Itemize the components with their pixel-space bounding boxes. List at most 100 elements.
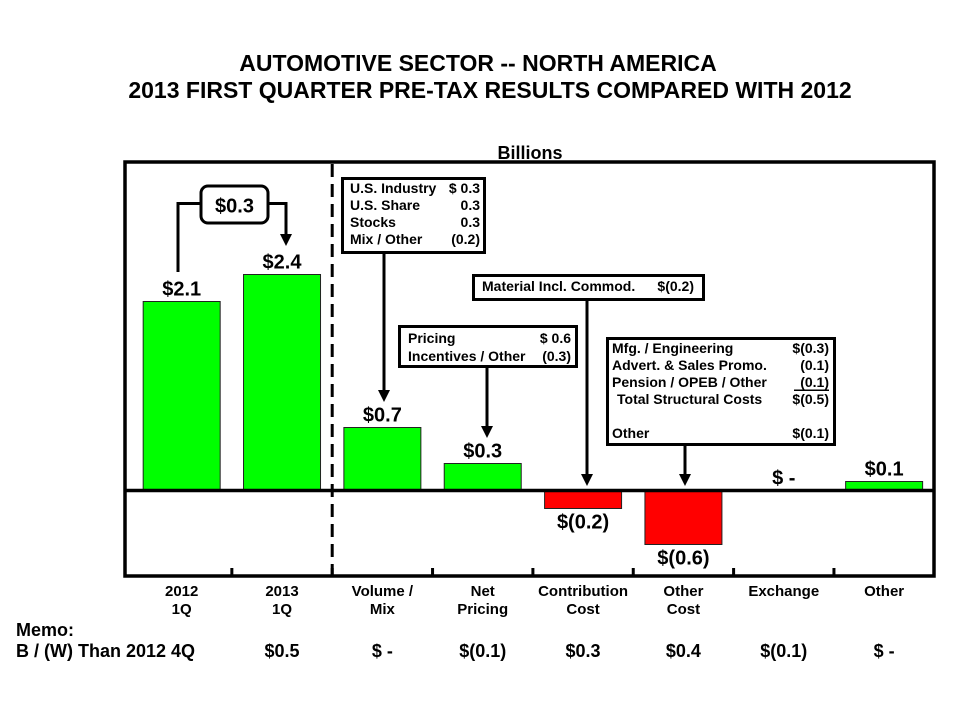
value-label: $0.7 — [363, 405, 402, 427]
callout-row-value: 0.3 — [460, 214, 480, 230]
callout-spacer — [612, 408, 829, 425]
callout-row: U.S. Share 0.3 — [350, 197, 480, 214]
callout-total-row: Total Structural Costs $(0.5) — [612, 391, 829, 408]
x-tick-label: Other Cost — [663, 583, 703, 619]
callout-row: Stocks 0.3 — [350, 214, 480, 231]
callout-row-label: Material Incl. Commod. — [482, 278, 636, 294]
x-tick-label-line: 2013 — [265, 583, 299, 600]
bar — [343, 427, 422, 491]
chart-title-line-2: 2013 FIRST QUARTER PRE-TAX RESULTS COMPA… — [128, 77, 852, 103]
callout-row-label: Total Structural Costs — [617, 391, 763, 407]
memo-value: $0.5 — [264, 641, 300, 661]
x-tick-label-line: 1Q — [171, 601, 192, 618]
callout-row-value: $ 0.6 — [539, 330, 571, 346]
x-tick-label-line: 2012 — [164, 583, 199, 600]
value-label: $2.1 — [162, 279, 201, 301]
memo-value: $ - — [873, 641, 895, 661]
memo-value: $ - — [371, 641, 393, 661]
memo-value: $(0.1) — [459, 641, 507, 661]
memo-value: $0.3 — [565, 641, 601, 661]
callout-row: Advert. & Sales Promo. (0.1) — [612, 357, 829, 374]
callout-row-value: (0.2) — [451, 231, 480, 247]
callout-row-value: $(0.2) — [657, 278, 694, 294]
x-tick-label: Net Pricing — [457, 583, 508, 619]
callout-row: Pension / OPEB / Other (0.1) — [612, 374, 829, 391]
bar — [644, 490, 723, 545]
memo-row-label: B / (W) Than 2012 4Q — [16, 641, 196, 661]
memo-value: $0.4 — [665, 641, 701, 661]
x-tick-label-line: Exchange — [748, 583, 820, 600]
x-tick-label: Contribution Cost — [538, 583, 628, 619]
callout-row-label: Mix / Other — [350, 231, 423, 247]
callout-row-value: $(0.1) — [792, 425, 829, 441]
bar — [443, 463, 522, 491]
bars — [142, 274, 924, 545]
value-label: $ - — [772, 468, 795, 490]
value-labels: $2.1 $2.4 $0.7 $0.3 $(0.2) $(0.6) $ - $0.1 — [162, 252, 903, 570]
callout-row-label: U.S. Industry — [350, 180, 437, 196]
x-tick-label-line: Cost — [666, 601, 701, 618]
callout-row-label: Pension / OPEB / Other — [612, 374, 767, 390]
callout-row: U.S. Industry $ 0.3 — [350, 180, 480, 197]
callout-row: Other $(0.1) — [612, 425, 829, 442]
units-label: Billions — [497, 143, 563, 163]
callout-row-label: Advert. & Sales Promo. — [612, 357, 767, 373]
bridge-connector-right — [268, 202, 288, 236]
x-tick-label: Other — [864, 583, 904, 601]
x-tick-label-line: Pricing — [457, 601, 509, 618]
callout-row: Material Incl. Commod. $(0.2) — [482, 277, 694, 296]
value-label: $(0.2) — [557, 512, 609, 534]
bridge-box — [199, 184, 270, 225]
volume-mix-callout: U.S. Industry $ 0.3 U.S. Share 0.3 Stock… — [341, 177, 486, 254]
value-label: $2.4 — [263, 252, 303, 274]
callout-row-value: $ 0.3 — [448, 180, 480, 196]
value-label: $0.3 — [463, 441, 502, 463]
x-tick-label-line: Net — [470, 583, 495, 600]
callout-row-value: $(0.3) — [792, 340, 829, 356]
x-tick-label-line: Contribution — [538, 583, 629, 600]
callout-row-value: $(0.5) — [792, 391, 829, 407]
arrowhead-icon — [679, 474, 691, 486]
callout-row-label: Other — [612, 425, 650, 441]
bridge-annotation: $0.3 — [176, 184, 292, 272]
contribution-cost-callout: Material Incl. Commod. $(0.2) — [472, 274, 705, 301]
bar — [142, 301, 221, 491]
callout-row-label: Pricing — [408, 330, 456, 346]
callout-row: Pricing $ 0.6 — [408, 329, 571, 347]
x-tick-label-line: Cost — [566, 601, 600, 618]
callout-row-value: 0.3 — [460, 197, 480, 213]
bar — [544, 490, 623, 509]
x-tick-label-line: Volume / — [351, 583, 414, 600]
callout-row: Mix / Other (0.2) — [350, 231, 480, 248]
callout-row: Incentives / Other (0.3) — [408, 347, 571, 365]
callout-connectors — [378, 254, 691, 486]
callout-row-value: (0.3) — [542, 348, 571, 364]
x-tick-label: 2013 1Q — [265, 583, 298, 619]
plot-frame — [123, 160, 936, 578]
arrowhead-icon — [280, 234, 292, 246]
callout-row-label: Mfg. / Engineering — [612, 340, 734, 356]
arrowhead-icon — [581, 474, 593, 486]
value-label: $(0.6) — [657, 548, 709, 570]
x-tick-label-line: 1Q — [272, 601, 293, 618]
x-tick-label: Volume / Mix — [352, 583, 413, 619]
x-tick-label: Exchange — [748, 583, 819, 601]
x-axis-ticks — [230, 568, 836, 576]
x-tick-label-line: Other — [663, 583, 704, 600]
memo-title: Memo: — [16, 620, 74, 640]
value-label: $0.1 — [865, 459, 904, 481]
callout-row-value: (0.1) — [800, 357, 829, 373]
bridge-connector-left — [176, 202, 201, 272]
net-pricing-callout: Pricing $ 0.6 Incentives / Other (0.3) — [398, 325, 578, 368]
callout-row: Mfg. / Engineering $(0.3) — [612, 340, 829, 357]
bar — [243, 274, 322, 491]
callout-row-label: U.S. Share — [350, 197, 421, 213]
memo-value: $(0.1) — [760, 641, 808, 661]
x-tick-label: 2012 1Q — [165, 583, 198, 619]
x-tick-label-line: Mix — [369, 601, 395, 618]
arrowhead-icon — [481, 426, 493, 438]
callout-row-label: Incentives / Other — [408, 348, 526, 364]
arrowhead-icon — [378, 390, 390, 402]
